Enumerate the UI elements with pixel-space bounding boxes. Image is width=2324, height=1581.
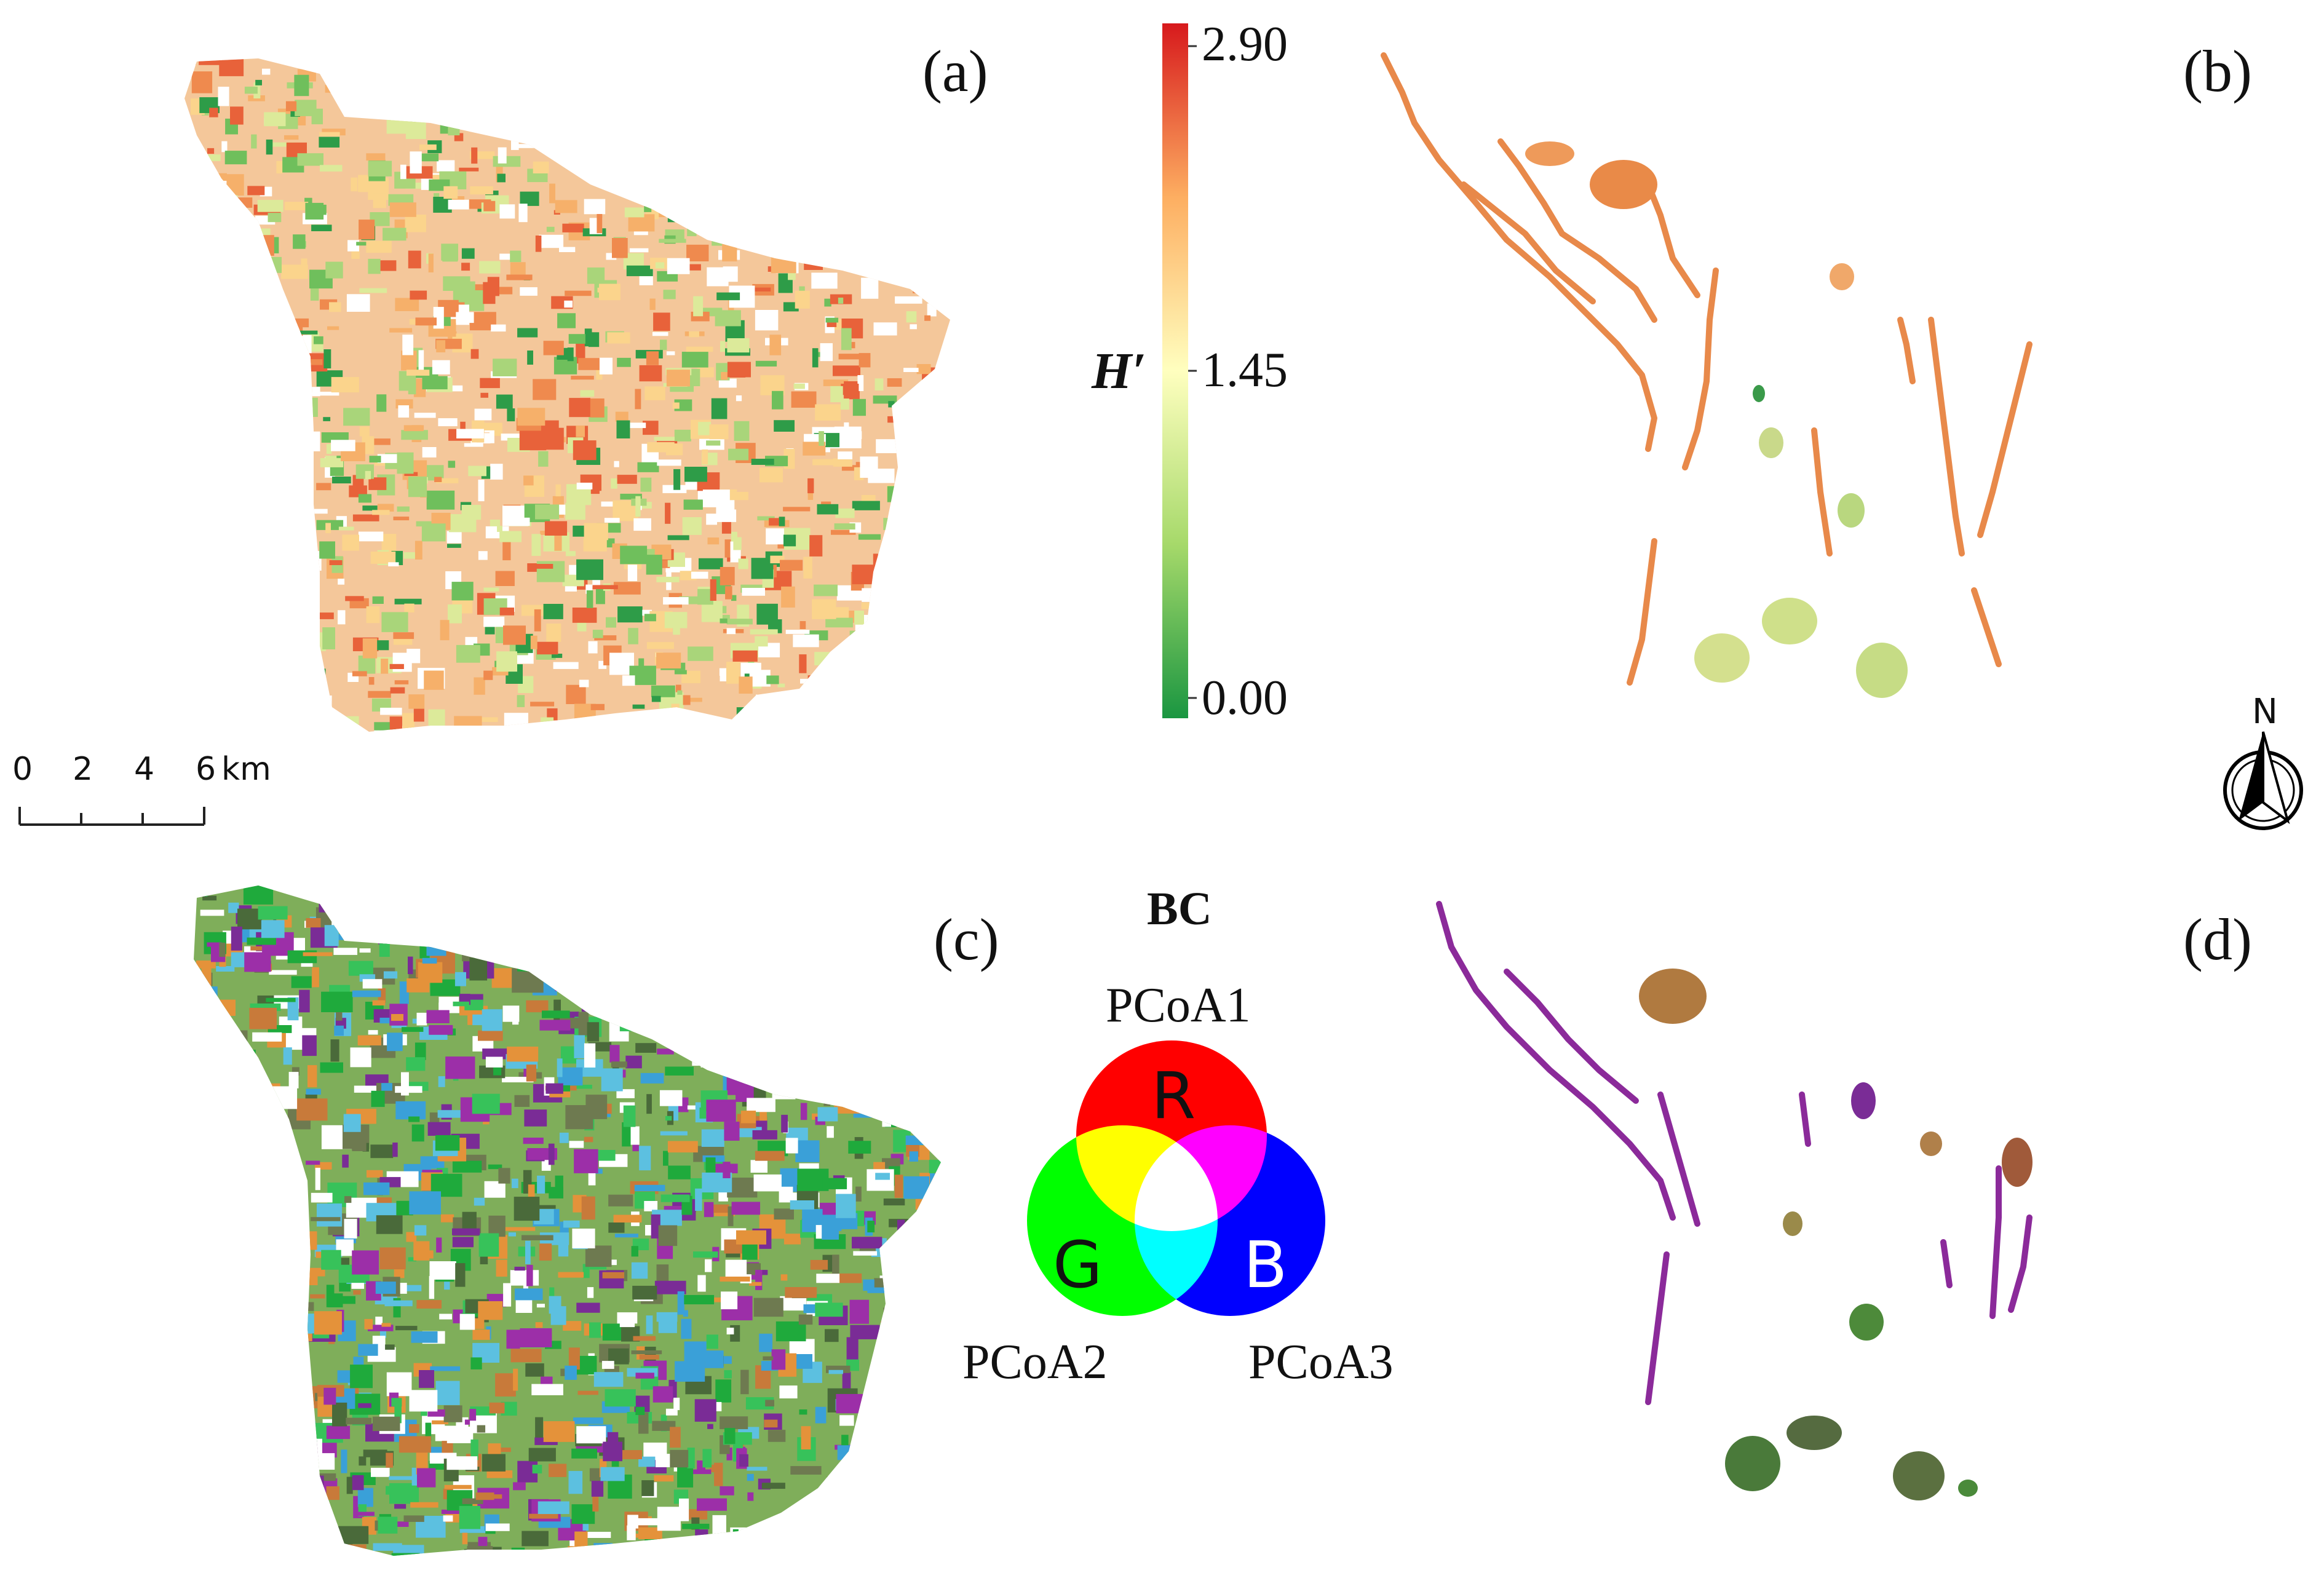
panel-label-a: (a) xyxy=(922,38,988,104)
circle-letter-g: G xyxy=(1053,1227,1103,1302)
pcoa1-label: PCoA1 xyxy=(1106,978,1251,1032)
scale-tick-2: 2 xyxy=(73,751,93,788)
h-colorbar-mid-label: 1.45 xyxy=(1202,343,1288,397)
map-b-corridors xyxy=(1381,52,2033,686)
h-colorbar-min-label: 0.00 xyxy=(1202,671,1288,725)
north-arrow-icon xyxy=(2223,731,2303,830)
circle-letter-b: B xyxy=(1243,1227,1288,1302)
scale-unit: km xyxy=(221,751,271,788)
map-d-corridors xyxy=(1436,901,2033,1405)
map-b-patches xyxy=(1525,141,1908,698)
panel-label-b: (b) xyxy=(2183,38,2252,104)
h-colorbar-max-label: 2.90 xyxy=(1202,17,1288,71)
blue-circle xyxy=(1135,1125,1325,1316)
h-colorbar-title: H′ xyxy=(1092,343,1146,400)
h-colorbar xyxy=(1162,23,1188,718)
scale-tick-6: 6 xyxy=(196,751,216,788)
map-d-patches xyxy=(1639,969,2033,1500)
rgb-venn xyxy=(1027,1040,1325,1316)
scale-bar xyxy=(18,807,205,826)
bc-legend-title: BC xyxy=(1147,883,1212,935)
panel-label-c: (c) xyxy=(934,906,999,972)
pcoa2-label: PCoA2 xyxy=(962,1335,1108,1389)
circle-letter-r: R xyxy=(1151,1058,1196,1133)
scale-tick-0: 0 xyxy=(12,751,33,788)
scale-tick-4: 4 xyxy=(134,751,155,788)
north-label: N xyxy=(2252,692,2278,732)
pcoa3-label: PCoA3 xyxy=(1248,1335,1394,1389)
panel-label-d: (d) xyxy=(2183,906,2252,972)
